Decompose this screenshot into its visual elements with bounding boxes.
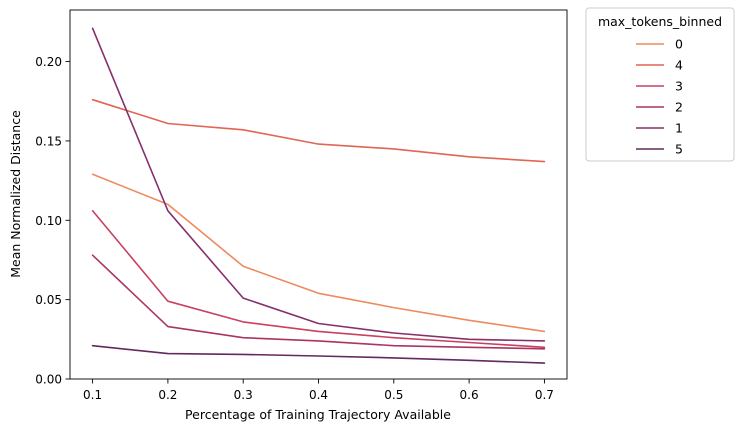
- x-tick-label: 0.1: [83, 388, 102, 402]
- y-tick-label: 0.00: [35, 373, 62, 387]
- x-axis: 0.1 0.2 0.3 0.4 0.5 0.6 0.7: [83, 379, 554, 402]
- series-line-5: [91, 344, 546, 364]
- plot-lines: [91, 27, 546, 364]
- y-tick-label: 0.20: [35, 55, 62, 69]
- series-line-3: [91, 210, 546, 349]
- y-axis-label: Mean Normalized Distance: [8, 110, 23, 278]
- legend-label: 3: [675, 79, 683, 94]
- series-line-2: [91, 254, 546, 350]
- legend-label: 2: [675, 100, 683, 115]
- legend-label: 5: [675, 142, 683, 157]
- x-tick-label: 0.6: [460, 388, 479, 402]
- y-tick-label: 0.10: [35, 214, 62, 228]
- x-tick-label: 0.3: [234, 388, 253, 402]
- x-tick-label: 0.5: [384, 388, 403, 402]
- x-tick-label: 0.7: [535, 388, 554, 402]
- y-axis: 0.00 0.05 0.10 0.15 0.20: [35, 55, 70, 387]
- legend-label: 1: [675, 121, 683, 136]
- series-line-4: [91, 98, 546, 163]
- legend-label: 0: [675, 37, 683, 52]
- y-tick-label: 0.05: [35, 293, 62, 307]
- legend-label: 4: [675, 58, 683, 73]
- y-tick-label: 0.15: [35, 134, 62, 148]
- x-tick-label: 0.2: [158, 388, 177, 402]
- legend-title: max_tokens_binned: [598, 14, 722, 29]
- legend: max_tokens_binned 0 4 3 2 1 5: [585, 7, 735, 162]
- series-line-1: [91, 27, 546, 342]
- x-tick-label: 0.4: [309, 388, 328, 402]
- x-axis-label: Percentage of Training Trajectory Availa…: [185, 407, 451, 422]
- legend-items: 0 4 3 2 1 5: [636, 37, 683, 157]
- legend-frame: [585, 7, 735, 162]
- series-line-0: [91, 173, 546, 333]
